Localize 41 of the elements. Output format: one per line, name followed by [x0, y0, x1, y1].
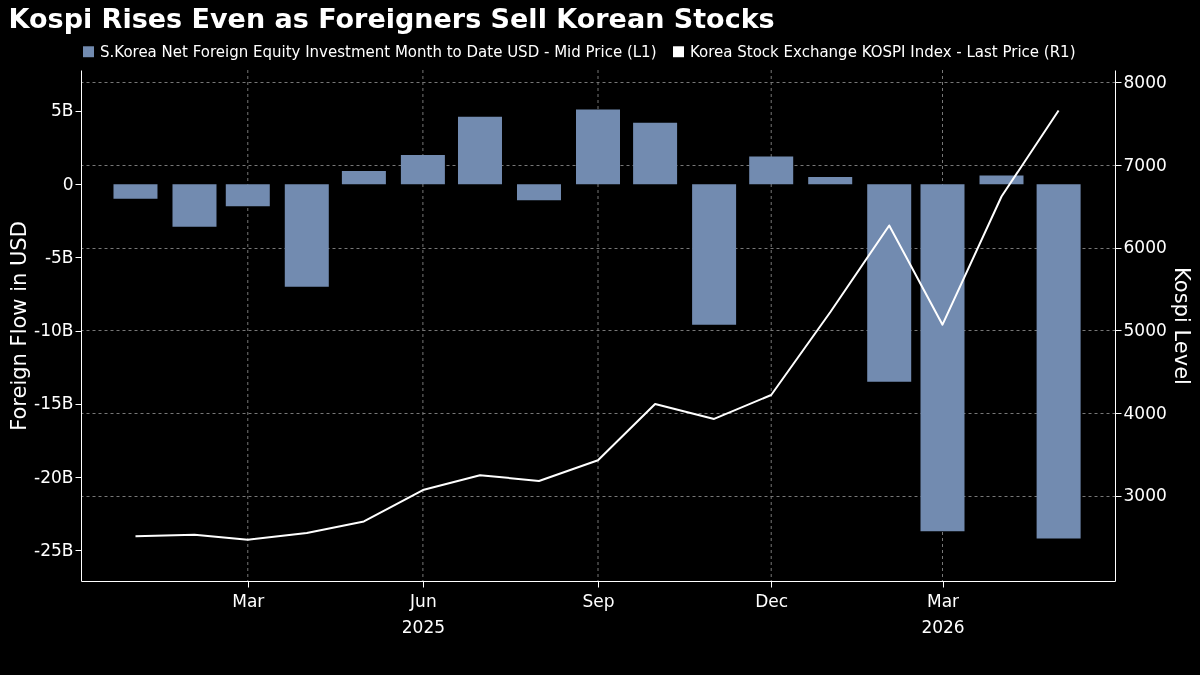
bar — [633, 122, 678, 185]
y-tick-label: -25B — [34, 539, 74, 560]
x-tick-label: Jun 2025 — [401, 590, 446, 637]
y-tick-label: -20B — [34, 466, 74, 487]
bar — [113, 184, 158, 199]
y2-tick-label: 6000 — [1123, 237, 1167, 258]
y-axis-title: Foreign Flow in USD — [7, 221, 32, 431]
bar — [225, 184, 270, 207]
bar — [808, 176, 853, 185]
bar — [400, 154, 445, 185]
bar — [692, 184, 737, 325]
y-tick-label: 5B — [51, 100, 74, 121]
x-tick-label: Mar — [232, 590, 265, 611]
bar — [284, 184, 329, 287]
bar — [341, 171, 386, 185]
x-tick-label: Sep — [582, 590, 615, 611]
bar — [749, 156, 794, 185]
bar — [867, 184, 912, 382]
y2-tick-label: 7000 — [1123, 154, 1167, 175]
y-tick-label: -5B — [44, 246, 74, 267]
legend-label: Korea Stock Exchange KOSPI Index - Last Price (R1) — [690, 42, 1076, 61]
y-tick-label: -15B — [34, 393, 74, 414]
bar — [172, 184, 217, 227]
x-tick-label: Mar 2026 — [921, 590, 965, 637]
line-series — [134, 109, 1060, 541]
bar — [979, 175, 1024, 185]
x-tick-label: Dec — [755, 590, 789, 611]
y2-tick-label: 5000 — [1123, 319, 1167, 340]
y-tick-label: 0 — [62, 173, 74, 194]
bar — [517, 184, 561, 201]
y2-tick-label: 3000 — [1123, 485, 1167, 506]
y2-axis-title: Kospi Level — [1169, 267, 1194, 385]
bar — [576, 109, 620, 185]
bar — [457, 116, 502, 185]
chart-title: Kospi Rises Even as Foreigners Sell Korean Stocks — [8, 3, 775, 34]
y2-tick-label: 8000 — [1123, 71, 1167, 92]
y2-tick-label: 4000 — [1123, 402, 1167, 423]
bar — [920, 184, 965, 532]
bar — [1036, 184, 1081, 539]
legend-label: S.Korea Net Foreign Equity Investment Month to Date USD - Mid Price (L1) — [100, 42, 657, 61]
y-tick-label: -10B — [34, 320, 74, 341]
